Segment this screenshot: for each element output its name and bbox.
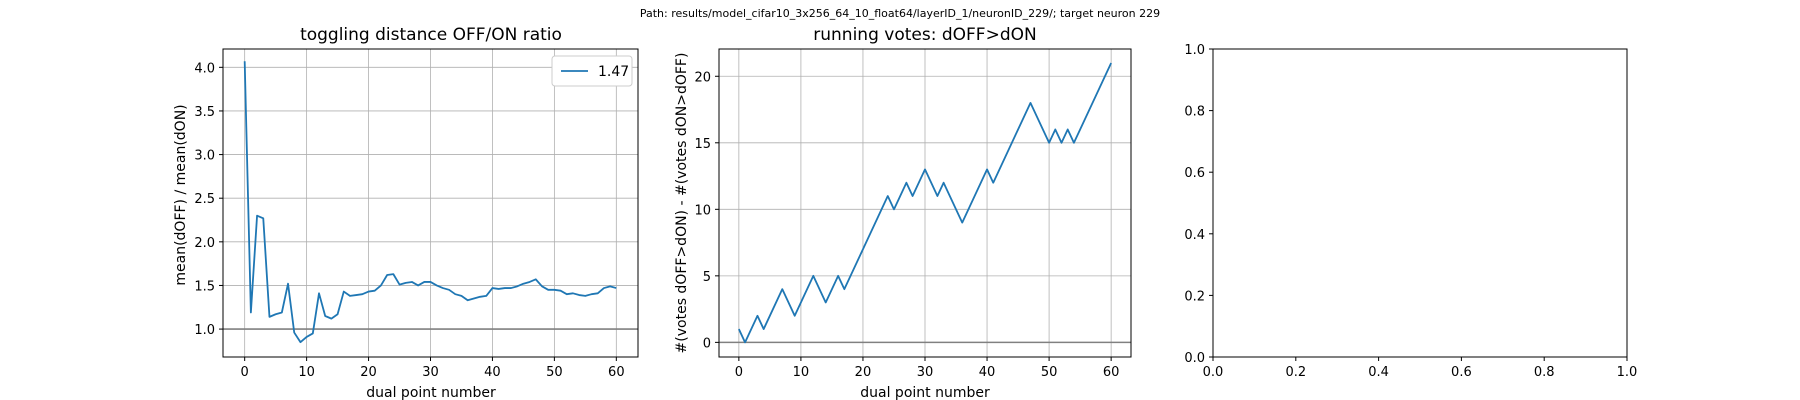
ratio-y-tick-label: 2.5 <box>194 192 215 207</box>
ratio-y-tick-label: 3.5 <box>194 105 215 120</box>
votes-series-line <box>738 62 1112 344</box>
empty-x-tick-label: 0.2 <box>1285 365 1306 380</box>
votes-y-tick-label: 10 <box>694 203 711 218</box>
votes-y-axis-label: #(votes dOFF>dON) - #(votes dON>dOFF) <box>674 53 690 354</box>
ratio-legend-label: 1.47 <box>598 64 629 80</box>
ratio-y-tick-label: 3.0 <box>194 149 215 164</box>
votes-x-tick-label: 60 <box>1103 365 1120 380</box>
votes-plot-area: 0 10 20 30 40 50 60 0 5 10 15 20 <box>694 48 1132 380</box>
empty-plot-area: 0.0 0.2 0.4 0.6 0.8 1.0 0.0 0.2 0.4 0.6 0.8 1.0 <box>1184 43 1637 380</box>
ratio-plot-area: 0 10 20 30 40 50 60 1.0 1.5 2.0 2.5 3.0 3.5 4.0 1.47 <box>194 48 639 380</box>
votes-y-tick-label: 15 <box>694 137 711 152</box>
ratio-x-axis-label: dual point number <box>366 385 496 400</box>
ratio-x-tick-label: 60 <box>608 365 625 380</box>
ratio-y-tick-label: 1.0 <box>194 323 215 338</box>
votes-x-tick-label: 0 <box>735 365 743 380</box>
votes-x-tick-label: 40 <box>979 365 996 380</box>
empty-y-tick-label: 0.6 <box>1184 166 1205 181</box>
empty-y-tick-label: 0.2 <box>1184 289 1205 304</box>
votes-x-tick-label: 30 <box>917 365 934 380</box>
votes-x-tick-label: 50 <box>1041 365 1058 380</box>
votes-y-tick-label: 0 <box>703 336 711 351</box>
ratio-x-tick-label: 40 <box>484 365 501 380</box>
empty-x-tick-label: 0.0 <box>1203 365 1224 380</box>
votes-x-tick-label: 20 <box>855 365 872 380</box>
ratio-x-tick-label: 0 <box>241 365 249 380</box>
empty-y-tick-label: 0.4 <box>1184 228 1205 243</box>
ratio-x-tick-label: 20 <box>360 365 377 380</box>
empty-y-tick-label: 1.0 <box>1184 43 1205 58</box>
votes-y-tick-label: 20 <box>694 70 711 85</box>
ratio-legend-box <box>551 55 633 87</box>
ratio-y-axis-label: mean(dOFF) / mean(dON) <box>173 104 189 285</box>
ratio-y-tick-label: 2.0 <box>194 236 215 251</box>
empty-x-tick-label: 0.6 <box>1451 365 1472 380</box>
ratio-x-tick-label: 50 <box>546 365 563 380</box>
empty-x-tick-label: 0.4 <box>1368 365 1389 380</box>
ratio-series-line <box>243 61 617 344</box>
figure-title: Path: results/model_cifar10_3x256_64_10_… <box>640 7 1160 20</box>
votes-x-tick-label: 10 <box>793 365 810 380</box>
ratio-y-tick-label: 1.5 <box>194 279 215 294</box>
ratio-x-tick-label: 30 <box>422 365 439 380</box>
votes-title: running votes: dOFF>dON <box>813 25 1036 45</box>
empty-axes-frame <box>1212 48 1628 358</box>
votes-y-tick-label: 5 <box>703 270 711 285</box>
empty-x-tick-label: 0.8 <box>1534 365 1555 380</box>
votes-x-axis-label: dual point number <box>860 385 990 400</box>
ratio-title: toggling distance OFF/ON ratio <box>300 25 562 45</box>
ratio-x-tick-label: 10 <box>298 365 315 380</box>
panel-votes: running votes: dOFF>dON dual point numbe… <box>674 25 1132 400</box>
panel-ratio: toggling distance OFF/ON ratio dual poin… <box>173 25 639 400</box>
empty-y-tick-label: 0.8 <box>1184 105 1205 120</box>
panel-empty: 0.0 0.2 0.4 0.6 0.8 1.0 0.0 0.2 0.4 0.6 0.8 1.0 <box>1184 43 1637 380</box>
ratio-y-tick-label: 4.0 <box>194 61 215 76</box>
empty-x-tick-label: 1.0 <box>1617 365 1638 380</box>
empty-y-tick-label: 0.0 <box>1184 351 1205 366</box>
